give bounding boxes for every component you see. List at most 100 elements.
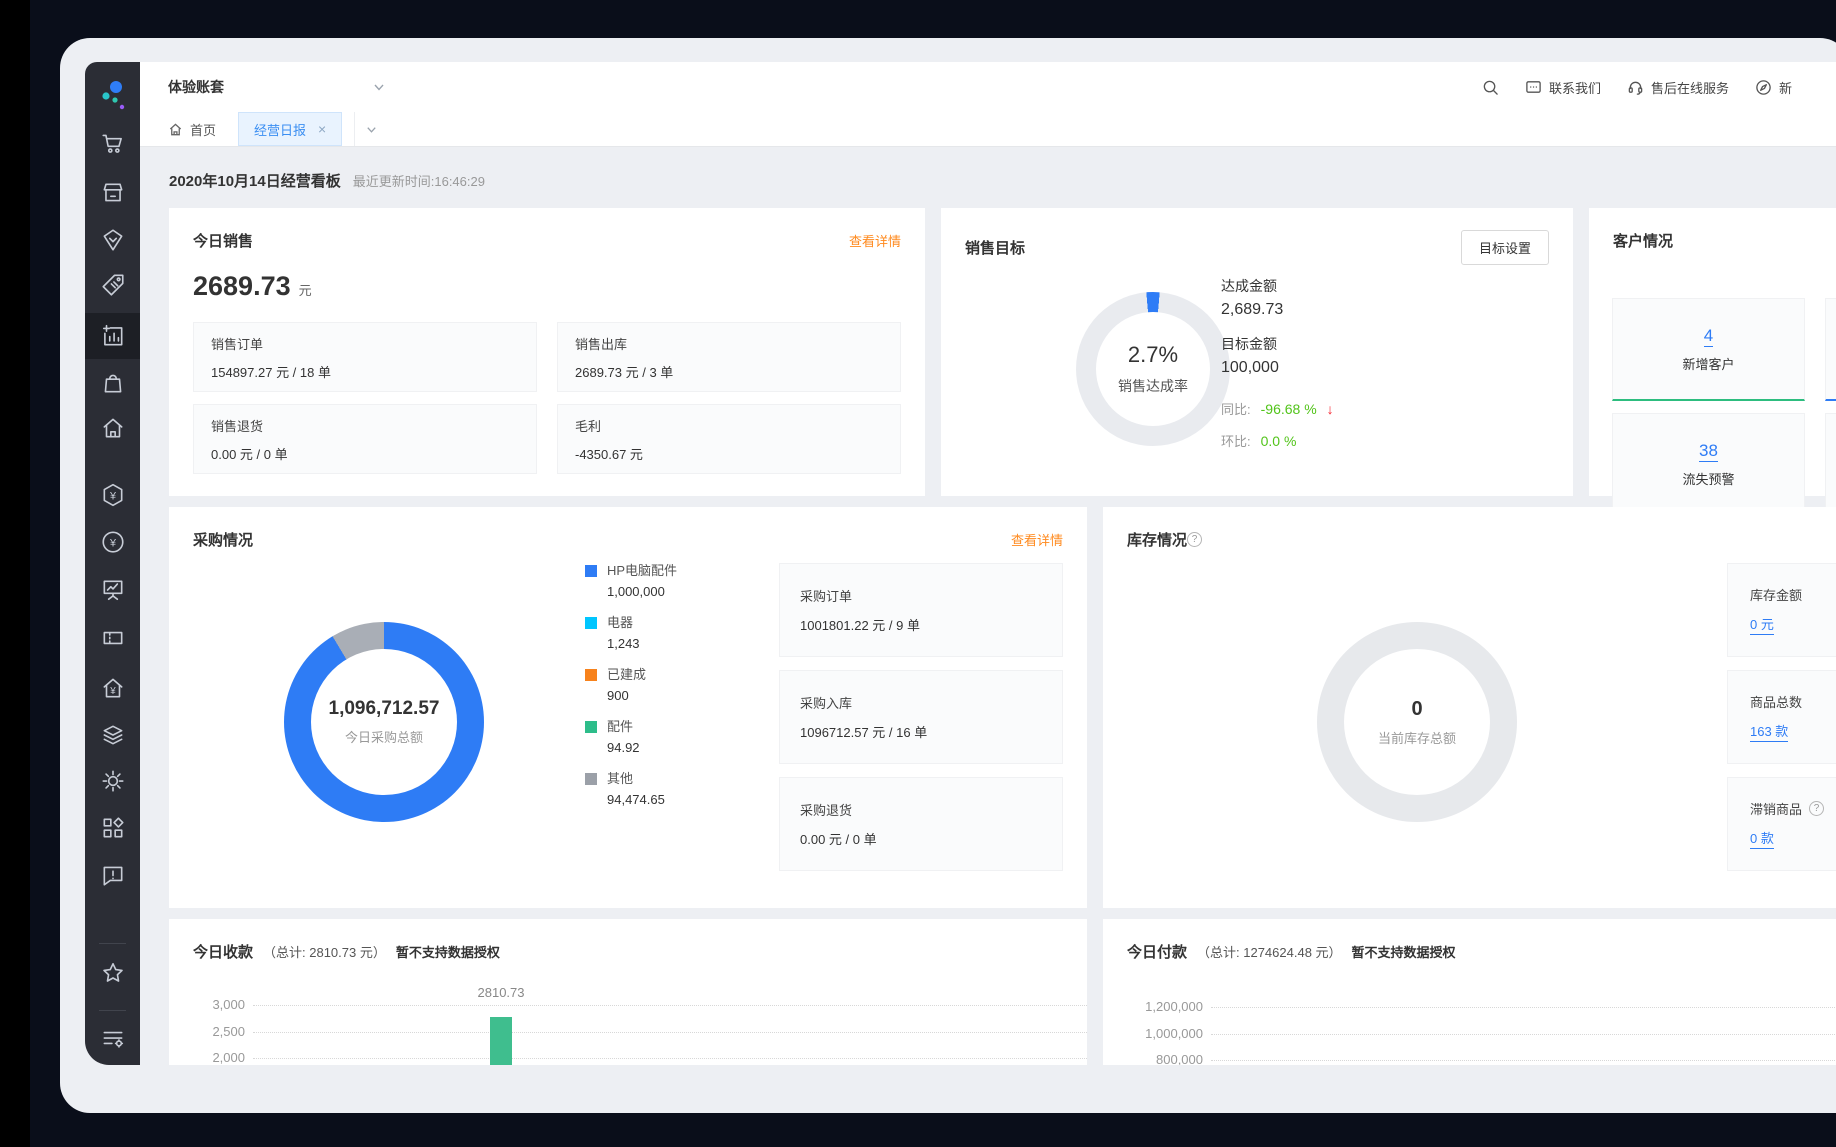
purchase-view-details-link[interactable]: 查看详情 <box>1010 533 1063 548</box>
churn-warning-box[interactable]: 38 流失预警 <box>1612 413 1805 516</box>
target-settings-button[interactable]: 目标设置 <box>1460 230 1549 265</box>
churn-warning-count[interactable]: 38 <box>1699 440 1718 462</box>
after-sales-service-link[interactable]: 售后在线服务 <box>1627 78 1729 97</box>
legend-item: HP电脑配件 1,000,000 <box>585 561 677 602</box>
sidebar-item-gear-icon[interactable] <box>85 758 140 804</box>
sidebar-item-house-yen-icon[interactable]: ¥ <box>85 665 140 711</box>
achieved-amount: 2,689.73 <box>1221 301 1284 318</box>
headset-icon <box>1628 81 1643 95</box>
sidebar-divider <box>99 943 126 944</box>
sidebar-item-coin-yen-icon[interactable]: ¥ <box>85 519 140 565</box>
contact-us-link[interactable]: 联系我们 <box>1525 78 1601 97</box>
card-title: 客户情况 <box>1613 233 1674 250</box>
sales-returns-box[interactable]: 销售退货 0.00 元 / 0 单 <box>193 404 537 474</box>
sales-amount-unit: 元 <box>298 283 312 298</box>
card-title: 今日付款 <box>1127 944 1188 961</box>
new-customers-count[interactable]: 4 <box>1703 325 1714 347</box>
guide-link[interactable]: 新 <box>1755 78 1792 97</box>
help-icon[interactable]: ? <box>1187 532 1203 547</box>
sidebar-item-tag-icon[interactable] <box>85 262 140 308</box>
purchase-orders-box[interactable]: 采购订单 1001801.22 元 / 9 单 <box>779 563 1063 657</box>
sales-target-card: 销售目标 目标设置 2.7% 销售达成率 达成金额 2,689.73 目标金额 … <box>941 208 1573 496</box>
inventory-stats: 库存金额 0 元 商品总数 163 款 滞销商品? 0 款 <box>1727 563 1836 884</box>
inventory-total-label: 当前库存总额 <box>1377 730 1456 746</box>
page-title: 2020年10月14日经营看板 <box>169 173 341 190</box>
slow-moving-box[interactable]: 滞销商品? 0 款 <box>1727 777 1836 871</box>
purchase-total: 1,096,712.57 <box>328 698 440 719</box>
customer-box-partial[interactable] <box>1825 413 1836 516</box>
sidebar-item-dashboard-icon[interactable] <box>85 313 140 359</box>
tab-close-icon[interactable]: × <box>318 121 327 137</box>
sidebar-item-store-icon[interactable] <box>85 170 140 216</box>
target-percent: 2.7% <box>1127 342 1179 367</box>
down-arrow-icon: ↓ <box>1326 400 1334 417</box>
legend-swatch <box>585 721 597 733</box>
purchase-card: 采购情况 查看详情 1,096,712.57 今日采购总额 HP电脑配件 1,0… <box>169 507 1087 908</box>
gridline <box>253 1005 1087 1006</box>
sidebar-item-layers-icon[interactable] <box>85 712 140 758</box>
new-customers-box[interactable]: 4 新增客户 <box>1612 298 1805 401</box>
sidebar-item-house-icon[interactable] <box>85 405 140 451</box>
sidebar-item-ticket-icon[interactable] <box>85 615 140 661</box>
yoy-value: -96.68 % <box>1260 400 1317 417</box>
sales-orders-box[interactable]: 销售订单 154897.27 元 / 18 单 <box>193 322 537 392</box>
compass-icon <box>1756 79 1771 95</box>
sidebar-item-feedback-icon[interactable] <box>85 852 140 898</box>
sales-outbound-box[interactable]: 销售出库 2689.73 元 / 3 单 <box>557 322 901 392</box>
legend-item: 其他 94,474.65 <box>585 769 677 810</box>
target-percent-label: 销售达成率 <box>1118 378 1188 394</box>
legend-swatch <box>585 617 597 629</box>
customer-box-partial[interactable] <box>1825 298 1836 401</box>
product-count-box[interactable]: 商品总数 163 款 <box>1727 670 1836 764</box>
receipts-bar[interactable] <box>490 1017 512 1065</box>
purchase-returns-box[interactable]: 采购退货 0.00 元 / 0 单 <box>779 777 1063 871</box>
tab-home[interactable]: 首页 <box>168 112 216 146</box>
slow-moving-link[interactable]: 0 款 <box>1750 828 1774 849</box>
inventory-card: 库存情况 ? 0 当前库存总额 库存金额 0 元 商品总数 163 款 滞销商品… <box>1103 507 1836 908</box>
sidebar-item-board-chart-icon[interactable] <box>85 567 140 613</box>
sidebar-item-cube-yen-icon[interactable]: ¥ <box>85 472 140 518</box>
sidebar-item-gem-icon[interactable] <box>85 217 140 263</box>
receipts-note: 暂不支持数据授权 <box>395 945 500 960</box>
page-header: 2020年10月14日经营看板 最近更新时间:16:46:29 <box>169 170 485 191</box>
purchase-total-label: 今日采购总额 <box>344 730 423 745</box>
legend-item: 电器 1,243 <box>585 613 677 654</box>
card-title: 采购情况 <box>193 532 254 549</box>
topbar-right-group: 联系我们 售后在线服务 新 <box>1482 62 1792 112</box>
sidebar-item-star-icon[interactable] <box>85 950 140 996</box>
card-title: 库存情况 <box>1127 532 1188 549</box>
gridline <box>253 1058 1087 1059</box>
purchase-inbound-box[interactable]: 采购入库 1096712.57 元 / 16 单 <box>779 670 1063 764</box>
screen-left-band <box>0 0 30 1147</box>
legend-item: 配件 94.92 <box>585 717 677 758</box>
home-icon <box>169 122 182 135</box>
legend-swatch <box>585 773 597 785</box>
tab-daily-report[interactable]: 经营日报 × <box>238 112 343 146</box>
gridline <box>253 1032 1087 1033</box>
receipts-total-text: （总计: 2810.73 元） <box>263 945 386 960</box>
product-count-link[interactable]: 163 款 <box>1750 721 1789 742</box>
card-title: 今日收款 <box>193 944 254 961</box>
sidebar-item-cart-icon[interactable] <box>85 120 140 166</box>
gridline <box>1211 1007 1836 1008</box>
payments-note: 暂不支持数据授权 <box>1351 945 1456 960</box>
account-selector[interactable]: 体验账套 <box>168 62 386 112</box>
inventory-amount-link[interactable]: 0 元 <box>1750 614 1774 635</box>
search-button[interactable] <box>1482 79 1499 96</box>
today-receipts-card: 今日收款 （总计: 2810.73 元） 暂不支持数据授权 3,000 2,50… <box>169 919 1087 1065</box>
sales-view-details-link[interactable]: 查看详情 <box>848 234 901 249</box>
sidebar: ¥ ¥ ¥ <box>85 62 140 1065</box>
sidebar-item-bag-icon[interactable] <box>85 360 140 406</box>
topbar: 体验账套 联系我们 售后在线服务 新 <box>140 62 1836 112</box>
inventory-amount-box[interactable]: 库存金额 0 元 <box>1727 563 1836 657</box>
search-icon <box>1483 80 1498 95</box>
purchase-stats: 采购订单 1001801.22 元 / 9 单 采购入库 1096712.57 … <box>779 563 1063 884</box>
inventory-total: 0 <box>1411 697 1423 720</box>
sidebar-item-apps-grid-icon[interactable] <box>85 805 140 851</box>
gross-profit-box[interactable]: 毛利 -4350.67 元 <box>557 404 901 474</box>
help-icon[interactable]: ? <box>1809 801 1825 816</box>
svg-text:¥: ¥ <box>108 490 116 502</box>
tab-list-dropdown[interactable] <box>354 112 388 146</box>
sidebar-item-list-settings-icon[interactable] <box>85 1015 140 1061</box>
account-name: 体验账套 <box>168 79 224 95</box>
